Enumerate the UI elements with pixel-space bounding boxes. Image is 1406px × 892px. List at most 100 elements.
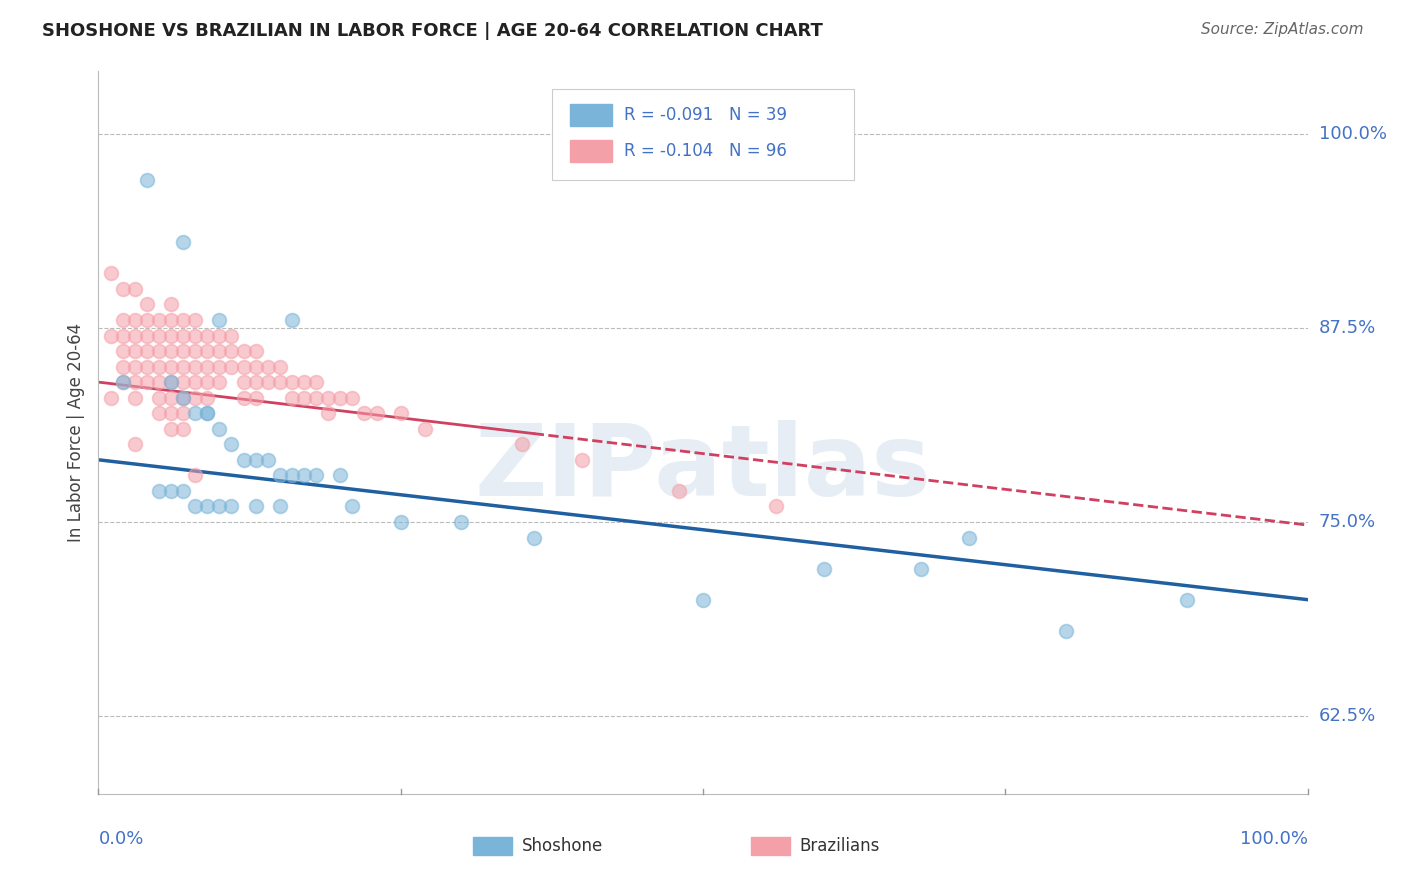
Point <box>1175 592 1198 607</box>
Point <box>100 328 122 343</box>
Point <box>195 500 218 514</box>
Point <box>245 344 267 359</box>
Point <box>450 515 472 529</box>
Point <box>195 375 218 389</box>
Point <box>184 328 207 343</box>
Point <box>172 391 194 405</box>
Point <box>135 173 157 187</box>
Point <box>135 359 157 374</box>
Point <box>316 391 339 405</box>
Point <box>221 437 243 451</box>
Point <box>245 359 267 374</box>
Text: 100.0%: 100.0% <box>1240 830 1308 848</box>
Point <box>342 391 364 405</box>
Point <box>292 391 315 405</box>
Text: R = -0.104   N = 96: R = -0.104 N = 96 <box>624 142 787 160</box>
Point <box>957 531 980 545</box>
Point <box>160 422 183 436</box>
Point <box>316 406 339 420</box>
Point <box>245 500 267 514</box>
Text: 0.0%: 0.0% <box>98 830 143 848</box>
Point <box>160 359 183 374</box>
Text: R = -0.091   N = 39: R = -0.091 N = 39 <box>624 106 787 124</box>
Point <box>413 422 436 436</box>
Point <box>256 359 278 374</box>
Text: 62.5%: 62.5% <box>1319 707 1376 725</box>
Point <box>281 391 304 405</box>
Bar <box>751 837 790 855</box>
Bar <box>569 103 613 126</box>
Point <box>124 375 146 389</box>
Point <box>195 406 218 420</box>
Point <box>813 561 835 575</box>
Point <box>366 406 388 420</box>
Text: Source: ZipAtlas.com: Source: ZipAtlas.com <box>1201 22 1364 37</box>
Point <box>245 375 267 389</box>
Point <box>269 359 291 374</box>
Point <box>221 359 243 374</box>
Point <box>148 483 170 498</box>
Point <box>305 468 328 483</box>
FancyBboxPatch shape <box>551 89 855 180</box>
Point <box>281 468 304 483</box>
Bar <box>474 837 512 855</box>
Point <box>195 391 218 405</box>
Point <box>668 483 690 498</box>
Point <box>292 468 315 483</box>
Point <box>389 515 412 529</box>
Point <box>184 375 207 389</box>
Point <box>208 328 231 343</box>
Point <box>184 500 207 514</box>
Point <box>111 375 134 389</box>
Point <box>232 452 254 467</box>
Point <box>124 282 146 296</box>
Point <box>1054 624 1077 638</box>
Text: 87.5%: 87.5% <box>1319 318 1376 337</box>
Point <box>692 592 714 607</box>
Point <box>269 375 291 389</box>
Point <box>124 391 146 405</box>
Point <box>329 391 352 405</box>
Point <box>184 406 207 420</box>
Point <box>232 359 254 374</box>
Point <box>232 391 254 405</box>
Point <box>184 391 207 405</box>
Point <box>305 375 328 389</box>
Point <box>124 437 146 451</box>
Point <box>160 391 183 405</box>
Point <box>100 266 122 280</box>
Point <box>195 344 218 359</box>
Point <box>148 391 170 405</box>
Point <box>111 344 134 359</box>
Point <box>329 468 352 483</box>
Text: 75.0%: 75.0% <box>1319 513 1376 531</box>
Point <box>269 468 291 483</box>
Point <box>111 328 134 343</box>
Point <box>305 391 328 405</box>
Point <box>281 313 304 327</box>
Point <box>160 297 183 311</box>
Point <box>232 344 254 359</box>
Point <box>160 406 183 420</box>
Point <box>111 313 134 327</box>
Point <box>195 359 218 374</box>
Point <box>184 468 207 483</box>
Point <box>208 344 231 359</box>
Point <box>389 406 412 420</box>
Point <box>160 328 183 343</box>
Point <box>111 359 134 374</box>
Point <box>195 328 218 343</box>
Point <box>124 313 146 327</box>
Point <box>148 313 170 327</box>
Point <box>135 297 157 311</box>
Point <box>124 359 146 374</box>
Point <box>172 328 194 343</box>
Point <box>765 500 787 514</box>
Point <box>269 500 291 514</box>
Point <box>292 375 315 389</box>
Point <box>172 483 194 498</box>
Point <box>342 500 364 514</box>
Point <box>124 344 146 359</box>
Point <box>148 406 170 420</box>
Point <box>184 344 207 359</box>
